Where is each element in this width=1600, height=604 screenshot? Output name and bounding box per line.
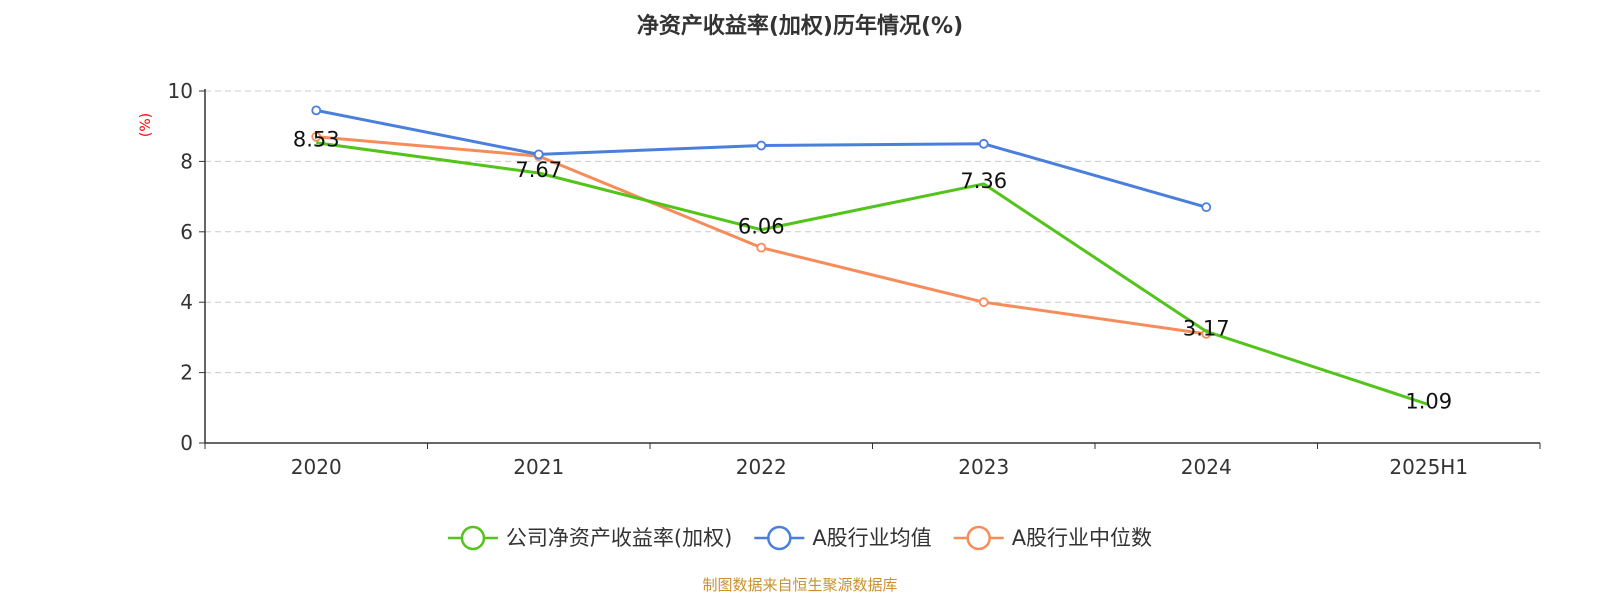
legend-circle-icon [966, 525, 991, 551]
x-tick-label: 2025H1 [1389, 455, 1468, 479]
series-1 [316, 141, 1430, 407]
data-point[interactable] [978, 297, 989, 308]
data-point[interactable] [1201, 202, 1212, 213]
x-tick-label: 2022 [736, 455, 787, 479]
y-tick-label: 4 [180, 290, 193, 314]
chart-title: 净资产收益率(加权)历年情况(%) [637, 13, 963, 39]
data-label: 6.06 [738, 215, 785, 239]
grid-lines [205, 90, 1540, 374]
data-labels: 8.53 7.67 6.06 7.36 3.17 1.09 [293, 128, 1452, 414]
data-point[interactable] [311, 105, 322, 116]
legend-label: A股行业中位数 [1012, 526, 1152, 550]
data-label: 8.53 [293, 128, 340, 152]
source-note: 制图数据来自恒生聚源数据库 [702, 576, 897, 594]
x-tick-label: 2020 [291, 455, 342, 479]
legend-circle-icon [767, 525, 792, 551]
data-point[interactable] [533, 149, 544, 160]
y-tick-label: 8 [180, 149, 193, 173]
x-tick-label: 2021 [513, 455, 564, 479]
x-tick-label: 2023 [958, 455, 1009, 479]
legend-item-3[interactable]: A股行业中位数 [953, 525, 1152, 551]
data-point[interactable] [756, 242, 767, 253]
y-tick-label: 2 [180, 361, 193, 385]
legend-item-2[interactable]: A股行业均值 [754, 525, 932, 551]
y-axis-label: (%) [138, 113, 154, 137]
data-label: 3.17 [1183, 316, 1230, 340]
data-point[interactable] [978, 138, 989, 149]
legend-item-1[interactable]: 公司净资产收益率(加权) [447, 525, 732, 551]
axes: 0 2 4 6 8 10 2020 2021 2022 2023 2024 2025H1 [168, 79, 1541, 479]
data-point[interactable] [756, 140, 767, 151]
series-line [316, 141, 1430, 407]
data-label: 7.36 [960, 169, 1007, 193]
y-tick-label: 10 [168, 79, 193, 103]
series-lines [311, 105, 1430, 407]
data-label: 1.09 [1405, 390, 1452, 414]
legend-label: 公司净资产收益率(加权) [506, 526, 732, 550]
data-label: 7.67 [515, 158, 562, 182]
series-line [315, 108, 1207, 209]
data-point[interactable] [311, 131, 322, 142]
x-tick-label: 2024 [1181, 455, 1232, 479]
y-tick-label: 6 [180, 220, 193, 244]
y-tick-label: 0 [180, 431, 193, 455]
legend-label: A股行业均值 [812, 526, 931, 550]
series-2 [311, 105, 1212, 213]
legend: 公司净资产收益率(加权) A股行业均值 A股行业中位数 [447, 525, 1152, 551]
legend-circle-icon [460, 525, 486, 551]
